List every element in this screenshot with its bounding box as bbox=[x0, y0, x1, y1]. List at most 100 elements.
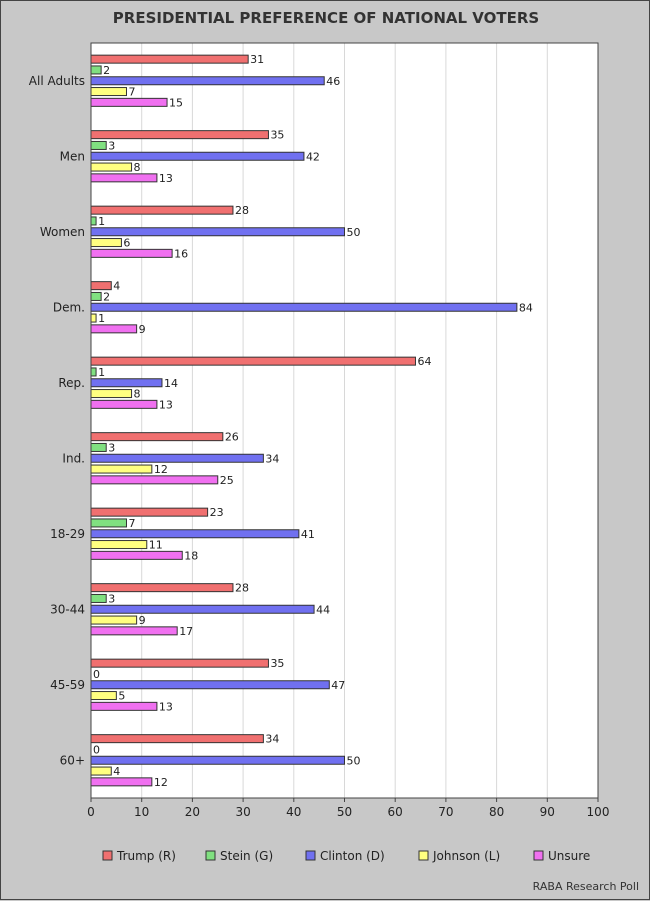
data-label: 1 bbox=[98, 312, 105, 325]
category-label: Dem. bbox=[53, 300, 85, 314]
bar bbox=[90, 356, 416, 366]
category-label: 30-44 bbox=[50, 602, 85, 616]
bar bbox=[90, 378, 163, 388]
bar bbox=[90, 583, 234, 593]
legend-swatch bbox=[305, 850, 316, 861]
legend-label: Trump (R) bbox=[116, 849, 176, 863]
data-label: 14 bbox=[164, 377, 178, 390]
bar bbox=[90, 626, 178, 636]
bar bbox=[90, 442, 107, 452]
data-label: 13 bbox=[159, 700, 173, 713]
bar bbox=[90, 54, 249, 64]
source-label: RABA Research Poll bbox=[532, 880, 639, 893]
bar bbox=[90, 680, 330, 690]
bar bbox=[90, 777, 153, 787]
legend-label: Stein (G) bbox=[220, 849, 273, 863]
x-tick-label: 30 bbox=[235, 805, 250, 819]
legend-swatch bbox=[533, 850, 544, 861]
data-label: 5 bbox=[118, 690, 125, 703]
data-label: 0 bbox=[93, 743, 100, 756]
bar bbox=[90, 65, 102, 75]
data-label: 84 bbox=[519, 301, 533, 314]
bar bbox=[90, 130, 269, 140]
category-label: Women bbox=[40, 225, 85, 239]
data-label: 23 bbox=[210, 506, 224, 519]
data-label: 12 bbox=[154, 776, 168, 789]
bar bbox=[90, 691, 117, 701]
bar bbox=[90, 399, 158, 409]
data-label: 9 bbox=[139, 614, 146, 627]
bar bbox=[90, 367, 97, 377]
data-label: 34 bbox=[265, 452, 279, 465]
category-label: 45-59 bbox=[50, 678, 85, 692]
x-tick-label: 0 bbox=[87, 805, 95, 819]
bar bbox=[90, 216, 97, 226]
data-label: 2 bbox=[103, 64, 110, 77]
bar bbox=[90, 755, 345, 765]
bar bbox=[90, 540, 148, 550]
legend-swatch bbox=[418, 850, 429, 861]
data-label: 15 bbox=[169, 96, 183, 109]
data-label: 1 bbox=[98, 215, 105, 228]
category-label: Men bbox=[60, 149, 85, 163]
bar bbox=[90, 281, 112, 291]
data-label: 13 bbox=[159, 398, 173, 411]
data-label: 0 bbox=[93, 668, 100, 681]
bar bbox=[90, 464, 153, 474]
data-label: 25 bbox=[220, 474, 234, 487]
data-label: 1 bbox=[98, 366, 105, 379]
bar bbox=[90, 205, 234, 215]
bar bbox=[90, 238, 122, 248]
bar bbox=[90, 701, 158, 711]
bar bbox=[90, 162, 133, 172]
category-label: 60+ bbox=[60, 753, 85, 767]
data-label: 41 bbox=[301, 528, 315, 541]
legend-swatch bbox=[205, 850, 216, 861]
chart-title: PRESIDENTIAL PREFERENCE OF NATIONAL VOTE… bbox=[112, 9, 540, 27]
bar bbox=[90, 248, 173, 258]
data-label: 44 bbox=[316, 603, 330, 616]
data-label: 16 bbox=[174, 247, 188, 260]
data-label: 18 bbox=[184, 549, 198, 562]
legend-swatch bbox=[102, 850, 113, 861]
data-label: 35 bbox=[270, 657, 284, 670]
x-tick-label: 10 bbox=[134, 805, 149, 819]
bar bbox=[90, 593, 107, 603]
bar bbox=[90, 615, 138, 625]
bar bbox=[90, 475, 219, 485]
data-label: 17 bbox=[179, 625, 193, 638]
data-label: 4 bbox=[113, 765, 120, 778]
category-label: Ind. bbox=[62, 451, 85, 465]
data-label: 31 bbox=[250, 53, 264, 66]
x-tick-label: 60 bbox=[388, 805, 403, 819]
data-label: 8 bbox=[134, 388, 141, 401]
data-label: 4 bbox=[113, 280, 120, 293]
bar bbox=[90, 291, 102, 301]
bar bbox=[90, 227, 345, 237]
bar bbox=[90, 313, 97, 323]
x-tick-label: 40 bbox=[286, 805, 301, 819]
category-label: All Adults bbox=[29, 74, 85, 88]
data-label: 50 bbox=[347, 226, 361, 239]
data-label: 6 bbox=[123, 237, 130, 250]
legend-label: Johnson (L) bbox=[432, 849, 500, 863]
data-label: 50 bbox=[347, 754, 361, 767]
bar bbox=[90, 658, 269, 668]
bar bbox=[90, 766, 112, 776]
bar bbox=[90, 76, 325, 86]
data-label: 7 bbox=[128, 517, 135, 530]
bar bbox=[90, 97, 168, 107]
bar bbox=[90, 173, 158, 183]
data-label: 13 bbox=[159, 172, 173, 185]
bar bbox=[90, 140, 107, 150]
x-tick-label: 50 bbox=[337, 805, 352, 819]
bar bbox=[90, 453, 264, 463]
bar bbox=[90, 507, 209, 517]
bar bbox=[90, 734, 264, 744]
legend-label: Clinton (D) bbox=[320, 849, 385, 863]
bar bbox=[90, 389, 133, 399]
bar bbox=[90, 604, 315, 614]
bar bbox=[90, 324, 138, 334]
bar bbox=[90, 87, 127, 97]
